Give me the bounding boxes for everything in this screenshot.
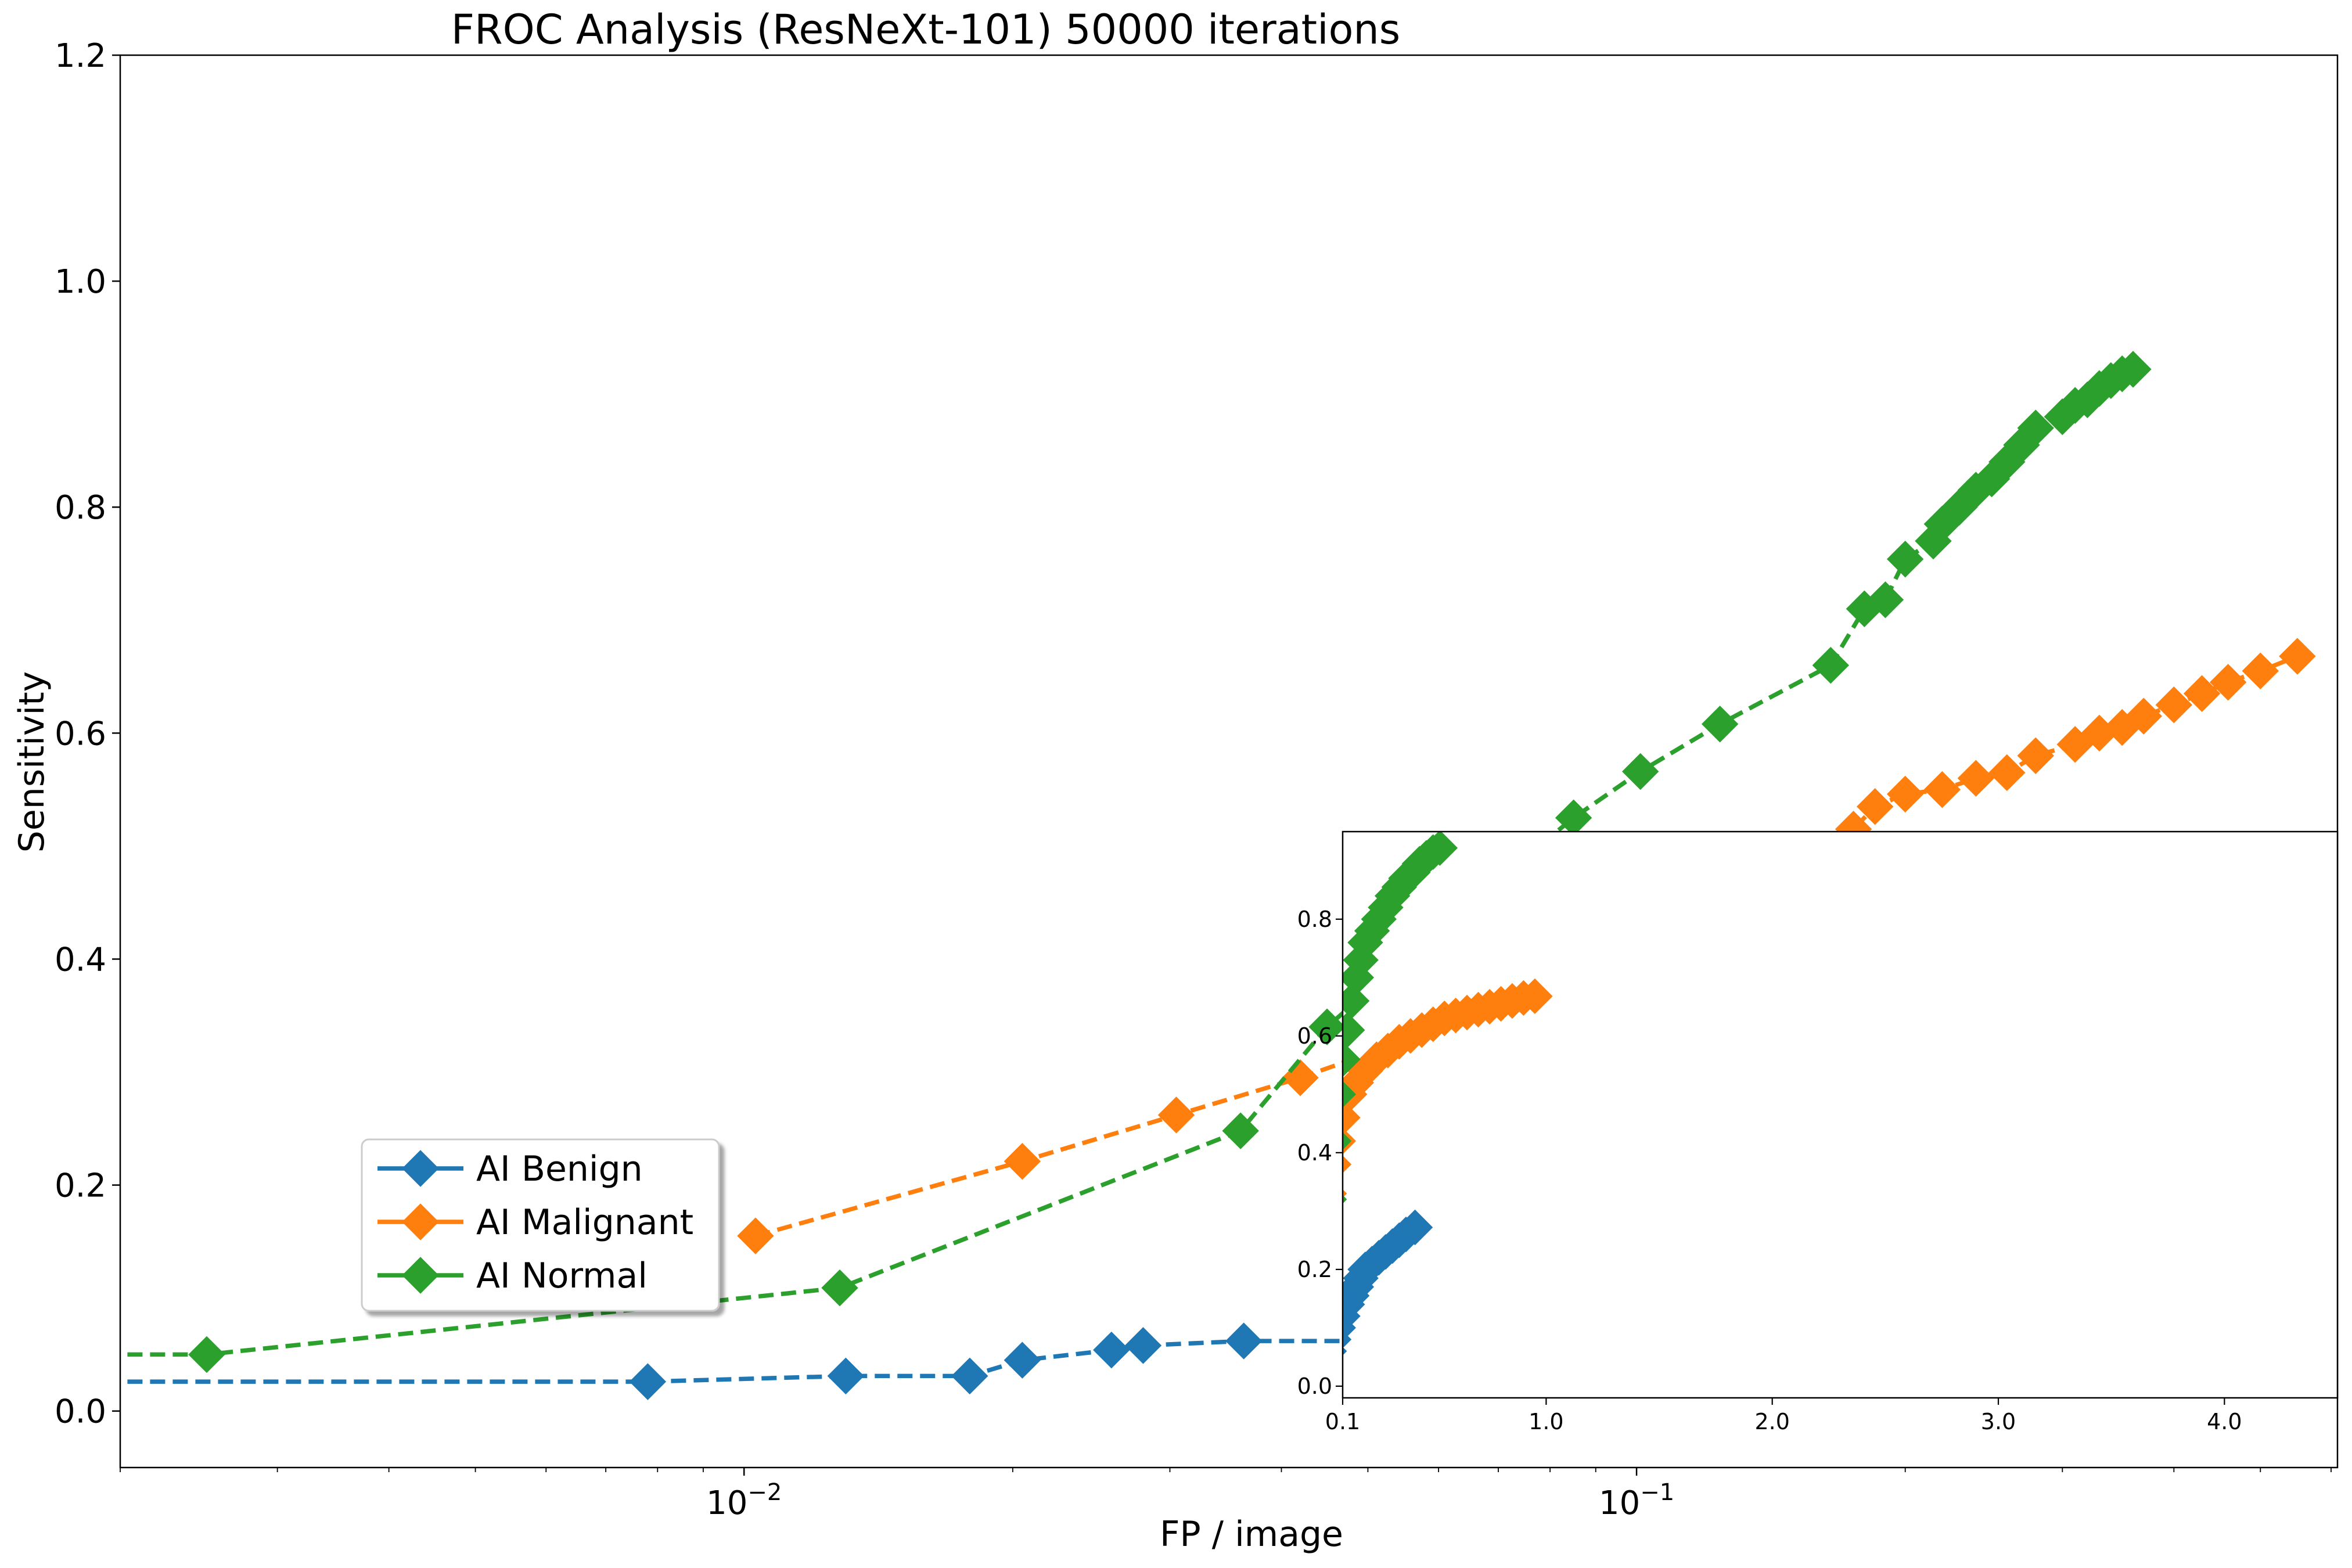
ai-malignant-point bbox=[1957, 760, 1995, 797]
inset-ai-malignant-point bbox=[1517, 978, 1553, 1015]
ai-normal-point bbox=[821, 1269, 858, 1307]
y-tick-label: 0.2 bbox=[55, 1167, 106, 1205]
inset-ai-normal-point bbox=[1422, 832, 1458, 866]
inset-ai-malignant-point bbox=[1343, 1189, 1347, 1198]
inset-y-tick-label: 0.2 bbox=[1297, 1257, 1332, 1282]
y-tick-label: 1.0 bbox=[55, 263, 106, 301]
inset-ai-normal-point bbox=[1343, 1012, 1365, 1048]
ai-malignant-point bbox=[1856, 788, 1894, 825]
inset-ai-normal-point bbox=[1343, 959, 1375, 995]
inset-ai-malignant-point bbox=[1343, 1155, 1352, 1174]
x-tick-label: 10−2 bbox=[706, 1479, 782, 1522]
y-tick-label: 0.4 bbox=[55, 941, 106, 979]
y-tick-label: 1.2 bbox=[55, 37, 106, 75]
ai-normal-point bbox=[188, 1336, 225, 1373]
inset-ai-normal-point bbox=[1343, 1195, 1347, 1204]
ai-malignant-point bbox=[2209, 664, 2247, 701]
inset-ai-normal-point bbox=[1343, 1081, 1356, 1108]
ai-malignant-point bbox=[2242, 652, 2279, 690]
inset-ai-malignant-point bbox=[1307, 1223, 1342, 1258]
ai-malignant-point bbox=[1157, 1096, 1195, 1134]
ai-malignant-point bbox=[2155, 686, 2193, 724]
inset-y-tick-label: 0.0 bbox=[1297, 1373, 1332, 1399]
ai-benign-point bbox=[1225, 1322, 1263, 1360]
inset-y-axis: 0.0 0.2 0.4 0.6 0.8 bbox=[1297, 907, 1343, 1399]
inset-ai-normal-point bbox=[1343, 1132, 1352, 1150]
legend-label-ai-benign: AI Benign bbox=[476, 1149, 643, 1189]
x-tick-label: 10−1 bbox=[1599, 1479, 1674, 1522]
inset-x-tick-label: 3.0 bbox=[1981, 1409, 2016, 1434]
inset-ai-normal-point bbox=[1343, 942, 1379, 978]
ai-benign-point bbox=[1004, 1342, 1041, 1379]
inset-ai-normal-point bbox=[1343, 1041, 1361, 1077]
legend: AI Benign AI Malignant AI Normal bbox=[361, 1138, 720, 1312]
inset-ai-normal-point bbox=[1343, 983, 1370, 1019]
ai-normal-point bbox=[1812, 646, 1850, 684]
inset-x-tick-label: 2.0 bbox=[1754, 1409, 1789, 1434]
inset-background bbox=[1343, 832, 2337, 1398]
ai-benign-point bbox=[827, 1357, 865, 1395]
inset-ai-normal-point bbox=[1303, 1340, 1337, 1375]
y-tick-label: 0.6 bbox=[55, 715, 106, 753]
main-axes-frame bbox=[119, 54, 2339, 1469]
ai-normal-point bbox=[1886, 541, 1924, 578]
ai-benign-point bbox=[1093, 1331, 1130, 1369]
ai-malignant-point bbox=[1886, 775, 1924, 813]
ai-malignant-point bbox=[1988, 754, 2026, 792]
main-y-axis: 0.0 0.2 0.4 0.6 0.8 1.0 1.2 bbox=[55, 37, 120, 1431]
ai-malignant-point bbox=[2183, 675, 2221, 712]
ai-malignant-point bbox=[1282, 1059, 1319, 1096]
inset-x-tick-label: 1.0 bbox=[1529, 1409, 1563, 1434]
y-axis-label: Sensitivity bbox=[12, 671, 52, 853]
inset-ai-benign-point bbox=[1397, 1209, 1433, 1246]
inset-y-tick-label: 0.4 bbox=[1297, 1140, 1332, 1166]
ai-malignant-point bbox=[737, 1217, 774, 1254]
ai-benign-point bbox=[1124, 1327, 1162, 1364]
legend-box bbox=[361, 1138, 720, 1312]
ai-malignant-point bbox=[1923, 771, 1961, 808]
ai-normal-point bbox=[1867, 581, 1904, 618]
legend-marker-ai-normal bbox=[402, 1257, 439, 1294]
inset-series-group bbox=[1303, 832, 1553, 1375]
ai-normal-point bbox=[1622, 753, 1659, 790]
ai-benign-point bbox=[951, 1357, 988, 1395]
ai-normal-point bbox=[1308, 1008, 1346, 1045]
ai-normal-point bbox=[2017, 409, 2054, 447]
ai-normal-point bbox=[1701, 706, 1739, 743]
inset-x-axis: 0.1 1.0 2.0 3.0 4.0 bbox=[1325, 1398, 2242, 1434]
x-axis-label: FP / image bbox=[1160, 1514, 1343, 1555]
ai-normal-point bbox=[2114, 351, 2152, 388]
ai-malignant-point bbox=[1004, 1143, 1041, 1180]
y-tick-label: 0.8 bbox=[55, 489, 106, 527]
legend-marker-ai-benign bbox=[402, 1150, 439, 1187]
legend-label-ai-normal: AI Normal bbox=[476, 1256, 648, 1296]
ai-malignant-point bbox=[2017, 737, 2054, 774]
ai-malignant-point bbox=[2279, 638, 2316, 675]
legend-marker-ai-malignant bbox=[402, 1203, 439, 1240]
inset-axes-frame bbox=[1342, 830, 2339, 1399]
chart-title: FROC Analysis (ResNeXt-101) 50000 iterat… bbox=[451, 6, 1401, 53]
inset-plot: 0.1 1.0 2.0 3.0 4.0 0.0 0.2 0.4 0.6 0.8 bbox=[1297, 830, 2339, 1434]
ai-normal-point bbox=[1222, 1112, 1259, 1149]
ai-malignant-point bbox=[2125, 697, 2163, 735]
y-tick-label: 0.0 bbox=[55, 1393, 106, 1431]
inset-ai-benign-point bbox=[1343, 1347, 1347, 1355]
main-x-axis: 10−2 10−1 bbox=[120, 1468, 2332, 1522]
inset-y-tick-label: 0.8 bbox=[1297, 907, 1332, 932]
inset-x-tick-label: 0.1 bbox=[1325, 1409, 1360, 1434]
inset-x-tick-label: 4.0 bbox=[2207, 1409, 2242, 1434]
inset-y-tick-label: 0.6 bbox=[1297, 1023, 1332, 1049]
legend-label-ai-malignant: AI Malignant bbox=[476, 1202, 693, 1243]
ai-benign-point bbox=[629, 1363, 667, 1400]
